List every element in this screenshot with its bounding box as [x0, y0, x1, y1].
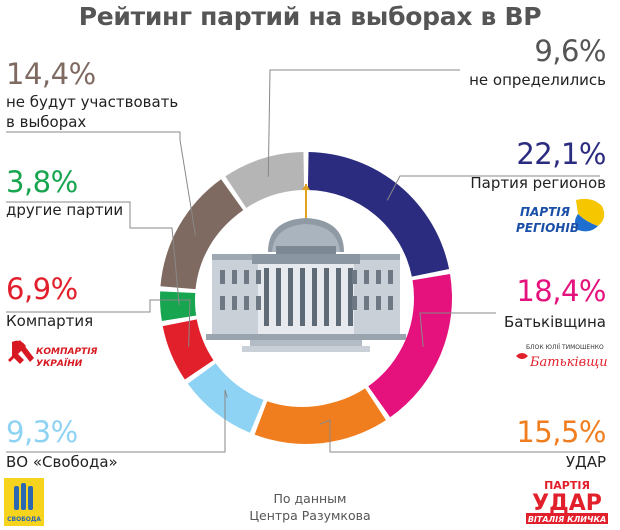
party-of-regions-logo: ПАРТІЯ РЕГІОНІВ	[512, 196, 608, 238]
leader-line-5	[6, 201, 180, 306]
leader-line-7	[267, 69, 460, 177]
regions-logo-line-2: РЕГІОНІВ	[516, 221, 579, 235]
batkivshchyna-logo: БЛОК ЮЛІЇ ТИМОШЕНКО Батьківщина	[512, 340, 620, 376]
pct-kpu: 6,9%	[6, 272, 78, 306]
chart-title: Рейтинг партий на выборах в ВР	[78, 2, 542, 31]
leader-line-4	[6, 299, 191, 347]
slice-7	[225, 152, 305, 209]
svoboda-logo: СВОБОДА	[4, 478, 44, 526]
svoboda-logo-text: СВОБОДА	[7, 516, 41, 523]
batk-logo-top: БЛОК ЮЛІЇ ТИМОШЕНКО	[526, 344, 604, 351]
kpu-logo: КОМПАРТІЯ УКРАЇНИ	[6, 336, 106, 376]
slice-1	[368, 274, 452, 418]
label-regions: Партия регионов	[470, 174, 606, 192]
label-notvote-1: не будут участвовать	[6, 93, 179, 111]
regions-logo-line-1: ПАРТІЯ	[520, 205, 570, 219]
pct-udar: 15,5%	[516, 415, 606, 449]
batk-logo-main: Батьківщина	[529, 355, 608, 370]
leader-line-0	[386, 175, 600, 201]
donut-slices	[160, 152, 452, 444]
label-udar: УДАР	[565, 453, 606, 471]
slice-5	[160, 291, 200, 322]
label-batk: Батьківщина	[503, 313, 606, 331]
label-svoboda: ВО «Свобода»	[6, 453, 118, 471]
label-undecided: не определились	[469, 71, 606, 89]
label-notvote-2: в выборах	[6, 113, 87, 131]
pct-regions: 22,1%	[516, 137, 606, 171]
source-note: По данным Центра Разумкова	[230, 490, 390, 524]
slice-2	[254, 388, 386, 444]
slice-6	[160, 179, 244, 290]
label-kpu: Компартия	[6, 312, 94, 330]
pct-others: 3,8%	[6, 165, 78, 199]
leader-line-1	[419, 312, 496, 348]
leader-line-2	[319, 419, 600, 453]
pct-notvote: 14,4%	[6, 57, 96, 91]
pct-svoboda: 9,3%	[6, 415, 78, 449]
pct-undecided: 9,6%	[534, 34, 606, 68]
kpu-logo-line-2: УКРАЇНИ	[36, 358, 83, 369]
slice-3	[187, 361, 265, 433]
leader-line-3	[6, 389, 228, 453]
source-line-2: Центра Разумкова	[249, 508, 371, 523]
leader-line-6	[6, 131, 196, 236]
label-others: другие партии	[6, 201, 124, 219]
udar-logo-line-1: ПАРТІЯ	[544, 479, 590, 492]
leader-lines	[6, 69, 600, 453]
udar-logo-line-2: УДАР	[532, 491, 602, 516]
kpu-logo-line-1: КОМПАРТІЯ	[36, 347, 98, 357]
udar-logo: ПАРТІЯ УДАР ВІТАЛІЯ КЛИЧКА	[520, 478, 614, 526]
source-line-1: По данным	[273, 491, 347, 506]
udar-logo-line-3: ВІТАЛІЯ КЛИЧКА	[528, 515, 606, 524]
parliament-building-icon	[195, 184, 409, 407]
pct-batk: 18,4%	[516, 274, 606, 308]
slice-0	[307, 152, 450, 277]
